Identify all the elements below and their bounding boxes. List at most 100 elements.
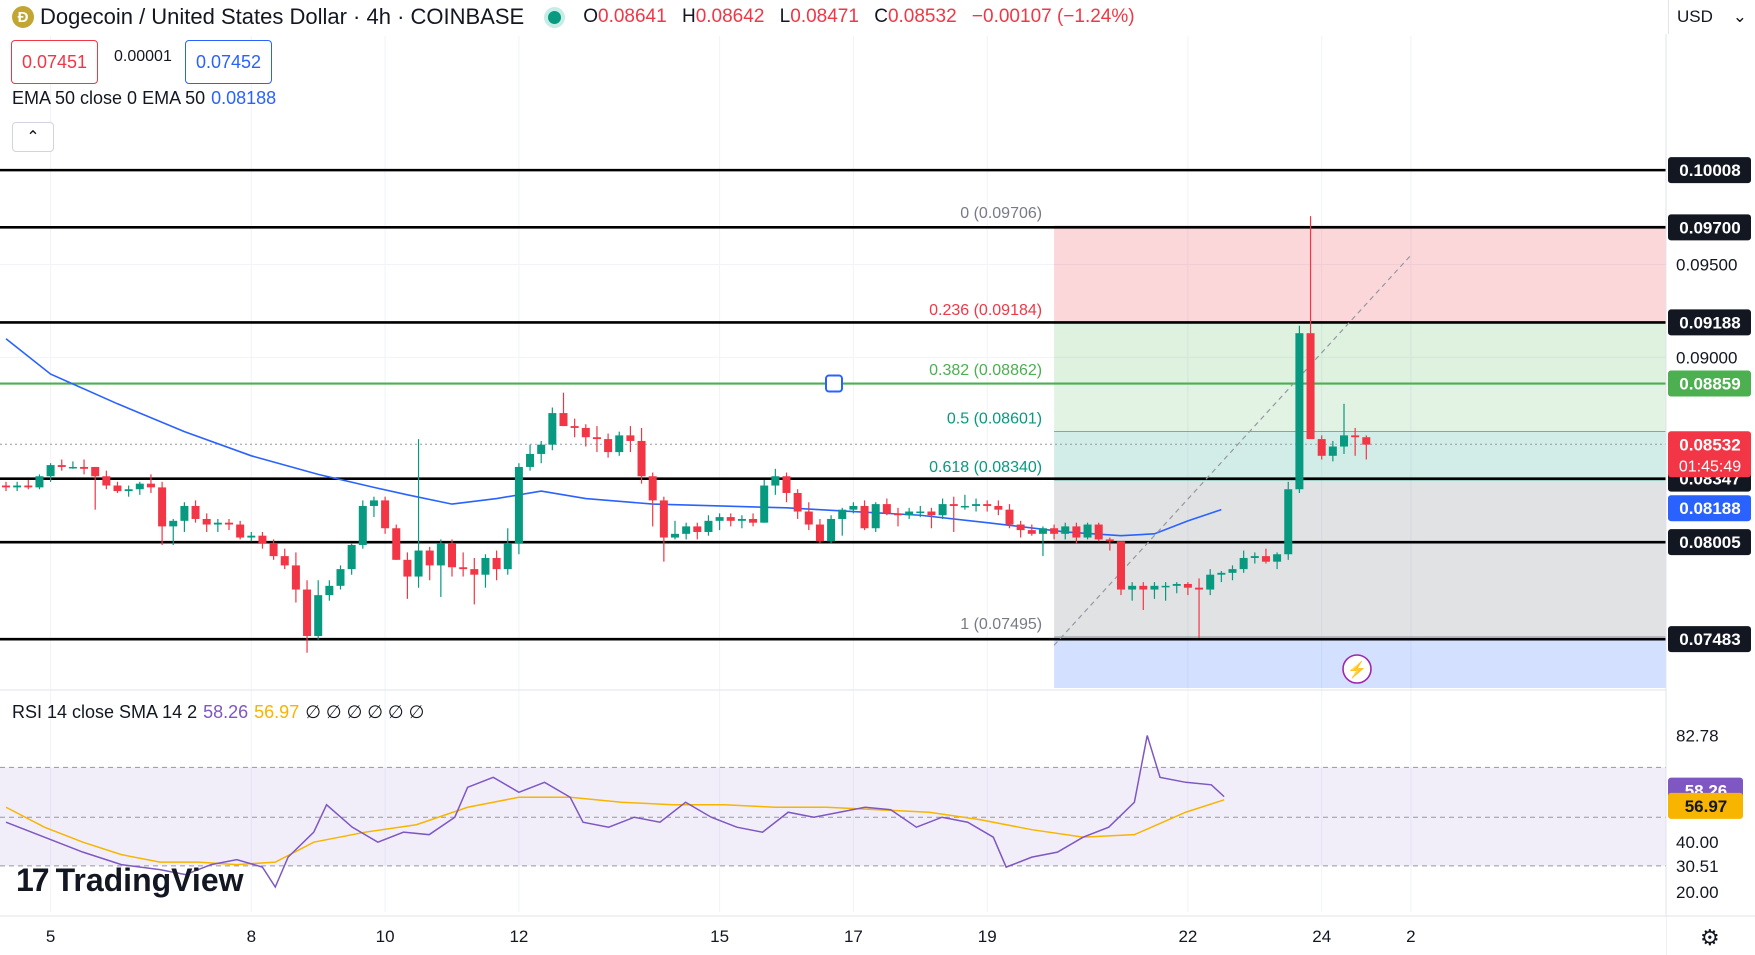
candle-body: [492, 557, 501, 570]
fib-zone: [1054, 226, 1666, 324]
price-tag-label: 0.08188: [1679, 499, 1740, 518]
fib-level-label: 0 (0.09706): [960, 205, 1042, 222]
candle-body: [581, 427, 590, 438]
candle-body: [1317, 439, 1326, 456]
price-tag-label: 0.08532: [1679, 435, 1740, 454]
candle-body: [860, 505, 869, 529]
candle-body: [436, 543, 445, 566]
fib-level-label: 0.236 (0.09184): [929, 302, 1042, 319]
fib-zone: [1054, 382, 1666, 432]
candle-body: [749, 518, 758, 523]
candle-body: [459, 567, 468, 570]
candle-body: [180, 505, 189, 521]
time-axis: [0, 916, 1666, 955]
candle-body: [2, 485, 10, 488]
candle-body: [648, 476, 657, 501]
candle-body: [960, 505, 969, 508]
candle-body: [191, 505, 200, 519]
candle-body: [124, 489, 133, 492]
ohlc-readout: O0.08641 H0.08642 L0.08471 C0.08532 −0.0…: [583, 6, 1135, 27]
chevron-up-icon: ⌃: [26, 129, 40, 146]
dogecoin-icon: Ð: [12, 6, 34, 28]
candle-body: [135, 483, 144, 490]
price-tick-label: 0.09000: [1676, 348, 1737, 367]
time-tick-label: 2: [1406, 927, 1415, 946]
ohlc-high: 0.08642: [695, 6, 765, 27]
ema-legend-value: 0.08188: [211, 88, 277, 108]
candle-body: [1306, 333, 1315, 440]
rsi-line: [5, 735, 1225, 889]
tradingview-logo-text: TradingView: [55, 862, 244, 898]
ema-legend-text: EMA 50 close 0 EMA 50: [12, 88, 206, 108]
candle-body: [682, 526, 691, 534]
candle-body: [80, 466, 89, 469]
ohlc-low: 0.08471: [790, 6, 859, 27]
sell-button[interactable]: 0.07451: [11, 40, 99, 84]
candle-body: [158, 487, 167, 527]
candle-body: [1005, 509, 1014, 525]
chart-header: Ð Dogecoin / United States Dollar · 4h ·…: [0, 0, 1135, 34]
candle-body: [68, 466, 77, 469]
line-handle: [825, 374, 843, 393]
ema-legend[interactable]: EMA 50 close 0 EMA 50 0.08188: [12, 88, 276, 109]
candle-body: [760, 485, 769, 523]
buy-button[interactable]: 0.07452: [185, 40, 273, 84]
candle-body: [715, 517, 724, 521]
candle-body: [994, 505, 1003, 510]
candle-body: [280, 556, 289, 566]
candle-body: [514, 466, 523, 544]
candle-body: [481, 557, 490, 575]
tradingview-logo: 17 TradingView: [16, 862, 244, 899]
candle-body: [1217, 572, 1226, 575]
symbol-title[interactable]: Dogecoin / United States Dollar · 4h · C…: [40, 4, 525, 29]
candle-body: [1072, 526, 1081, 538]
candle-body: [57, 465, 66, 467]
candle-body: [213, 522, 222, 525]
candle-body: [303, 589, 312, 636]
candle-body: [347, 544, 356, 570]
candle-body: [414, 550, 423, 577]
candle-body: [470, 569, 479, 575]
lightning-glyph: ⚡: [1347, 660, 1367, 679]
candle-body: [325, 585, 334, 596]
candle-body: [392, 528, 401, 560]
candle-body: [1128, 585, 1137, 590]
candle-body: [726, 517, 735, 521]
candle-body: [1195, 587, 1204, 590]
gear-icon[interactable]: ⚙: [1700, 925, 1720, 950]
candle-body: [24, 485, 33, 488]
rsi-sma-legend-value: 56.97: [254, 702, 300, 722]
candle-body: [314, 595, 323, 636]
price-tag: [1668, 495, 1751, 522]
price-tag: [1668, 431, 1751, 478]
price-line-tag: [1668, 529, 1751, 556]
candle-body: [1206, 574, 1215, 590]
candle-body: [269, 543, 278, 557]
candle-body: [1161, 585, 1170, 588]
time-tick-label: 19: [978, 927, 997, 946]
rsi-legend-text: RSI 14 close SMA 14 2: [12, 702, 198, 722]
rsi-legend[interactable]: RSI 14 close SMA 14 2 58.26 56.97 ∅ ∅ ∅ ∅ ∅…: [12, 702, 424, 723]
collapse-legend-button[interactable]: ⌃: [12, 122, 54, 152]
ohlc-change: −0.00107 (−1.24%): [971, 6, 1135, 27]
candle-body: [358, 505, 367, 545]
candle-body: [1250, 556, 1259, 558]
candle-body: [615, 435, 624, 453]
candle-body: [1038, 528, 1047, 534]
price-line-tag-label: 0.09700: [1679, 218, 1740, 237]
spread-value: 0.00001: [114, 48, 172, 65]
currency-select[interactable]: USD ⌄: [1668, 0, 1755, 34]
candle-body: [1295, 333, 1304, 490]
price-line-tag: [1668, 157, 1751, 184]
candle-body: [291, 565, 300, 590]
candle-body: [827, 518, 836, 542]
candle-body: [949, 504, 958, 506]
time-tick-label: 5: [46, 927, 55, 946]
candle-body: [526, 453, 535, 467]
candle-body: [671, 533, 679, 538]
candle-body: [1016, 524, 1025, 531]
candle-body: [1172, 583, 1181, 586]
candle-body: [1117, 541, 1125, 590]
fib-zone: [1054, 431, 1666, 480]
